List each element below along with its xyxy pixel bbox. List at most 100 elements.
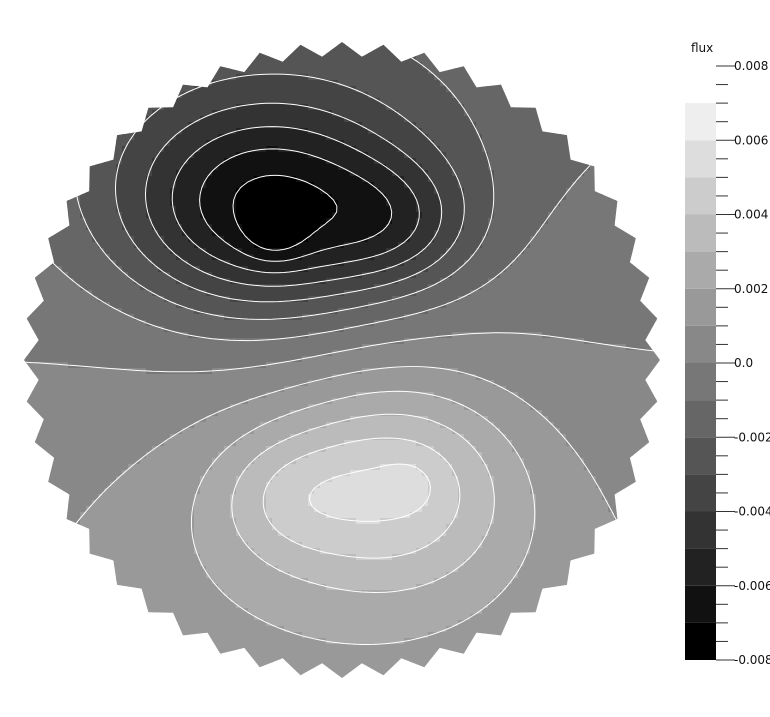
flux-cell [104,50,111,57]
flux-cell [482,122,489,129]
flux-cell [236,32,243,39]
flux-cell [74,62,81,69]
flux-cell [266,224,273,231]
flux-cell [362,134,369,141]
flux-cell [38,302,45,309]
flux-cell [368,242,375,249]
flux-cell [662,104,669,111]
flux-cell [146,278,153,285]
flux-cell [398,68,405,75]
flux-cell [482,278,489,285]
flux-cell [152,290,159,297]
flux-cell [584,116,591,123]
flux-cell [410,98,417,105]
flux-cell [278,128,285,135]
flux-cell [194,182,201,189]
flux-cell [626,206,633,213]
flux-cell [308,134,315,141]
flux-cell [278,248,285,255]
flux-cell [536,188,543,195]
flux-cell [428,116,435,123]
flux-cell [86,44,93,51]
flux-cell [236,182,243,189]
flux-cell [440,164,447,171]
flux-cell [152,296,159,303]
flux-cell [536,62,543,69]
flux-cell [224,254,231,261]
flux-cell [134,236,141,243]
flux-cell [146,32,153,39]
flux-cell [584,104,591,111]
flux-cell [98,188,105,195]
flux-cell [24,230,27,237]
flux-cell [188,80,195,87]
flux-cell [506,128,513,135]
flux-cell [188,32,195,39]
flux-cell [644,236,651,243]
flux-cell [80,164,87,171]
flux-cell [158,230,165,237]
flux-cell [356,42,363,45]
flux-cell [134,98,141,105]
flux-cell [326,122,333,129]
flux-cell [542,62,549,69]
flux-cell [24,290,27,297]
flux-cell [632,86,639,93]
flux-cell [104,56,111,63]
flux-cell [578,128,585,135]
flux-cell [566,284,573,291]
flux-cell [638,242,645,249]
flux-cell [68,122,75,129]
flux-cell [584,92,591,99]
flux-cell [314,134,321,141]
flux-cell [398,290,405,297]
flux-cell [44,80,51,87]
flux-cell [416,140,423,147]
flux-cell [272,230,279,237]
flux-cell [434,92,441,99]
flux-cell [44,104,51,111]
flux-cell [632,182,639,189]
flux-cell [644,56,651,63]
flux-cell [152,164,159,171]
flux-cell [530,32,537,39]
flux-cell [644,44,651,51]
flux-cell [80,32,87,39]
flux-cell [566,182,573,189]
flux-cell [218,32,225,39]
flux-cell [410,296,417,303]
flux-cell [656,170,660,177]
flux-cell [380,158,387,165]
flux-cell [218,230,225,237]
flux-cell [578,182,585,189]
flux-cell [428,56,435,63]
flux-cell [32,44,39,51]
flux-cell [212,194,219,201]
flux-cell [542,194,549,201]
flux-cell [662,32,669,39]
flux-cell [62,236,69,243]
flux-cell [320,42,327,45]
flux-cell [152,254,159,261]
flux-cell [560,104,567,111]
flux-cell [38,212,45,219]
flux-cell [254,188,261,195]
flux-cell [242,188,249,195]
flux-cell [572,182,579,189]
flux-cell [644,176,651,183]
flux-cell [50,56,57,63]
flux-cell [116,56,123,63]
flux-cell [356,242,363,249]
flux-cell [164,128,171,135]
flux-cell [104,260,111,267]
flux-cell [566,218,573,225]
flux-cell [116,212,123,219]
flux-cell [320,254,327,261]
flux-cell [206,248,213,255]
flux-cell [512,194,519,201]
flux-cell [338,176,345,183]
flux-cell [152,134,159,141]
flux-cell [392,176,399,183]
flux-cell [662,212,669,219]
flux-cell [338,74,345,81]
